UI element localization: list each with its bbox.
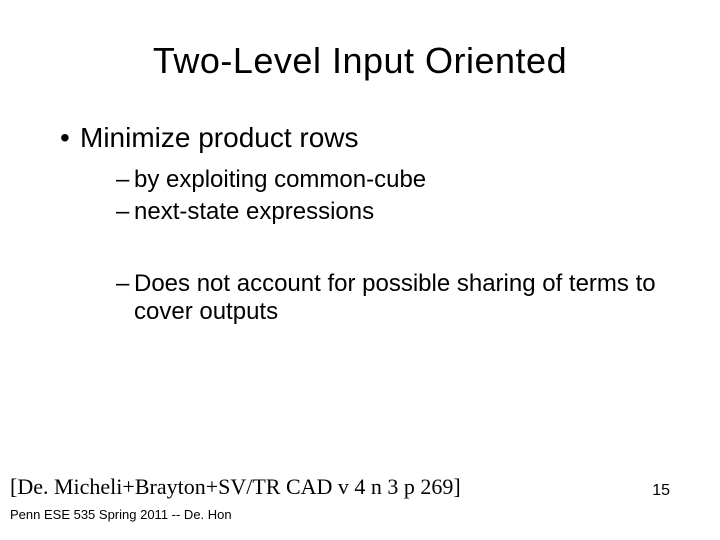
sub-bullet-list: by exploiting common-cube next-state exp… [60,166,680,326]
slide: Two-Level Input Oriented Minimize produc… [0,0,720,540]
page-number: 15 [652,482,670,500]
bullet-main: Minimize product rows [60,122,680,154]
footer-text: Penn ESE 535 Spring 2011 -- De. Hon [10,507,232,522]
slide-title: Two-Level Input Oriented [40,40,680,82]
sub-bullet-c: Does not account for possible sharing of… [116,270,680,326]
reference-citation: [De. Micheli+Brayton+SV/TR CAD v 4 n 3 p… [10,474,461,500]
sub-bullet-a: by exploiting common-cube [116,166,680,194]
spacing [116,230,680,270]
sub-bullet-b: next-state expressions [116,198,680,226]
slide-body: Minimize product rows by exploiting comm… [40,122,680,326]
